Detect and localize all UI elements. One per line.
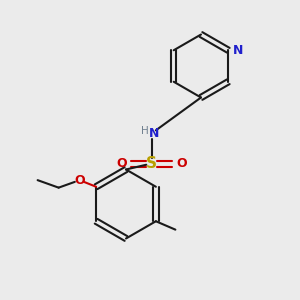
Text: N: N — [149, 127, 160, 140]
Text: N: N — [233, 44, 243, 57]
Text: H: H — [141, 126, 149, 136]
Text: O: O — [74, 174, 85, 187]
Text: O: O — [176, 157, 187, 170]
Text: S: S — [146, 156, 157, 171]
Text: O: O — [116, 157, 127, 170]
